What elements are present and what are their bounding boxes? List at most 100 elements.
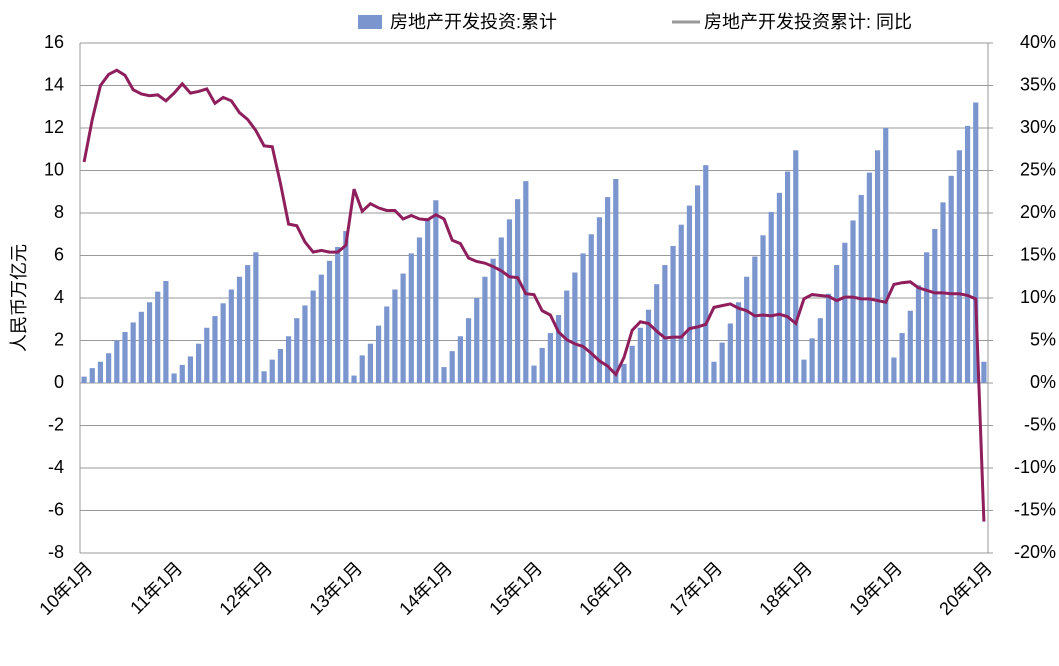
y2-tick-label: 5% (1030, 329, 1056, 349)
bar (441, 367, 447, 383)
y2-tick-label: 35% (1020, 74, 1056, 94)
bar (580, 253, 586, 383)
bar (228, 289, 234, 383)
y2-tick-label: 20% (1020, 202, 1056, 222)
y-tick-label: 14 (44, 74, 64, 94)
bar (490, 258, 496, 383)
bar (416, 237, 423, 383)
bar (515, 199, 521, 383)
bar (384, 306, 390, 383)
x-tick-label: 15年1月 (485, 558, 546, 619)
bar (686, 205, 693, 383)
bar (285, 336, 292, 383)
legend-label: 房地产开发投资:累计 (390, 12, 557, 32)
bar (474, 298, 480, 383)
y2-tick-label: -20% (1014, 542, 1056, 562)
x-tick-label: 12年1月 (215, 558, 276, 619)
bar (809, 338, 815, 383)
bar (613, 179, 619, 383)
bar (932, 228, 938, 383)
bar (907, 310, 913, 383)
bar (523, 181, 529, 383)
bar (915, 285, 922, 383)
bar (760, 235, 766, 383)
bar (335, 247, 341, 383)
x-tick-label: 17年1月 (665, 558, 726, 619)
bar (326, 260, 333, 383)
bar (155, 291, 161, 383)
bar (768, 211, 774, 383)
x-tick-label: 19年1月 (845, 558, 906, 619)
x-tick-label: 18年1月 (755, 558, 816, 619)
bar (891, 357, 897, 383)
bar (899, 333, 905, 383)
y-tick-label: -8 (48, 542, 64, 562)
bar (719, 342, 725, 383)
bar (408, 253, 414, 383)
bar (981, 361, 987, 383)
bar (359, 355, 365, 383)
y2-tick-label: 0% (1030, 372, 1056, 392)
bar (302, 305, 308, 383)
bar (695, 185, 701, 383)
bar (670, 245, 676, 383)
y-axis-label: 人民币万亿元 (9, 244, 29, 352)
bar (973, 102, 979, 383)
bar (752, 256, 758, 383)
x-tick-label: 20年1月 (935, 558, 996, 619)
bar (498, 237, 504, 383)
bar (874, 150, 881, 383)
bar (97, 361, 104, 383)
bar (310, 290, 316, 383)
bar (825, 293, 832, 383)
y-tick-label: 16 (44, 32, 64, 52)
y-tick-label: -2 (48, 414, 64, 434)
bar (196, 343, 202, 383)
bar (367, 343, 373, 383)
bar (629, 345, 635, 383)
bar (850, 220, 856, 383)
x-tick-label: 16年1月 (575, 558, 636, 619)
bar (539, 347, 545, 383)
bar (924, 252, 930, 383)
y-tick-label: 0 (54, 372, 64, 392)
y-tick-label: -4 (48, 457, 64, 477)
bar (81, 376, 87, 383)
bar (547, 333, 553, 383)
bar (596, 217, 603, 383)
bar (735, 302, 742, 383)
bar (236, 276, 243, 383)
bar (834, 265, 840, 383)
bar (842, 242, 848, 383)
bar (637, 327, 643, 383)
bar (114, 340, 120, 383)
bar (212, 316, 218, 383)
bar (400, 273, 406, 383)
bar (179, 364, 185, 383)
bar (654, 284, 660, 383)
bar (564, 290, 570, 383)
x-tick-label: 14年1月 (395, 558, 456, 619)
bar (605, 197, 611, 383)
bar (433, 200, 439, 383)
x-tick-label: 10年1月 (35, 558, 96, 619)
bar (964, 125, 971, 383)
bar (89, 368, 95, 383)
bar (621, 363, 627, 383)
bar (506, 219, 513, 383)
bar (588, 234, 594, 383)
bar (956, 150, 962, 383)
bar (245, 265, 251, 383)
y-tick-label: 8 (54, 202, 64, 222)
bar (858, 194, 864, 383)
y2-tick-label: 15% (1020, 244, 1056, 264)
y2-tick-label: 10% (1020, 287, 1056, 307)
bar (711, 361, 717, 383)
y2-tick-label: -10% (1014, 457, 1056, 477)
y2-tick-label: 30% (1020, 117, 1056, 137)
bar (318, 274, 324, 383)
bar (375, 325, 382, 383)
bar (122, 332, 128, 383)
bar (261, 371, 267, 383)
y2-tick-label: 40% (1020, 32, 1056, 52)
